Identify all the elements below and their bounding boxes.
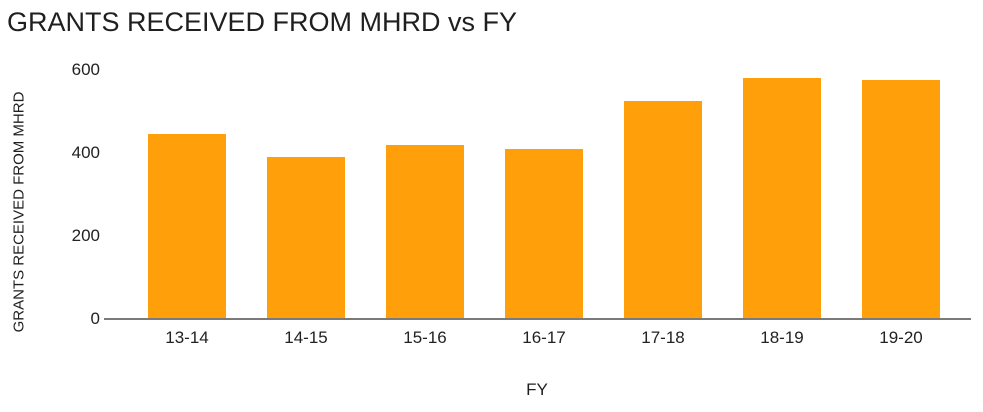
bar-14-15: [267, 157, 345, 319]
x-tick-label: 18-19: [760, 328, 804, 347]
x-tick-label: 14-15: [284, 328, 328, 347]
bar-17-18: [624, 101, 702, 319]
x-tick-label: 17-18: [641, 328, 685, 347]
y-tick-label: 200: [71, 226, 100, 245]
x-axis-line: [104, 318, 971, 320]
x-tick-label: 16-17: [522, 328, 566, 347]
x-tick-label: 19-20: [879, 328, 923, 347]
x-tick-label: 13-14: [165, 328, 209, 347]
bar-13-14: [148, 134, 226, 319]
y-tick-label: 400: [71, 143, 100, 162]
bar-18-19: [743, 78, 821, 319]
y-tick-label: 600: [71, 60, 100, 79]
bar-16-17: [505, 148, 583, 319]
x-axis-title: FY: [526, 380, 548, 399]
bar-19-20: [862, 80, 940, 319]
y-tick-label: 0: [90, 309, 100, 328]
bar-15-16: [386, 144, 464, 319]
x-tick-label: 15-16: [403, 328, 447, 347]
chart-title: GRANTS RECEIVED FROM MHRD vs FY: [7, 7, 518, 37]
